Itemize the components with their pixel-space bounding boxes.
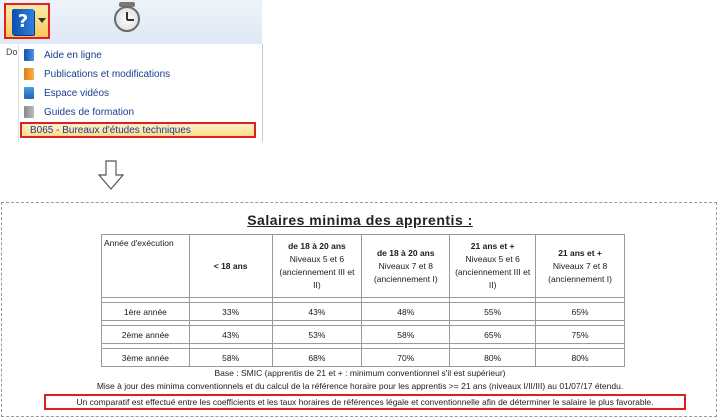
- salary-table: Année d'exécution < 18 ans de 18 à 20 an…: [101, 234, 625, 367]
- header-18-20-n56: de 18 à 20 ans Niveaux 5 et 6 (anciennem…: [271, 234, 363, 298]
- cell: 65%: [535, 302, 625, 321]
- header-bold: < 18 ans: [213, 260, 248, 271]
- cell: 75%: [535, 325, 625, 344]
- cell: 80%: [449, 348, 537, 367]
- header-under-18: < 18 ans: [188, 234, 273, 298]
- header-line: (anciennement III et II): [455, 267, 531, 290]
- header-line: (anciennement I): [548, 273, 612, 284]
- cell: 48%: [361, 302, 451, 321]
- menu-item-publications[interactable]: Publications et modifications: [24, 65, 170, 83]
- cell: 3ème année: [101, 348, 190, 367]
- header-bold: 21 ans et +: [470, 241, 515, 251]
- header-line: Niveaux 5 et 6: [465, 254, 520, 264]
- table-title: Salaires minima des apprentis :: [247, 212, 473, 228]
- note-comparatif-highlighted: Un comparatif est effectué entre les coe…: [44, 394, 686, 410]
- cell: 70%: [361, 348, 451, 367]
- header-18-20-n78: de 18 à 20 ans Niveaux 7 et 8 (anciennem…: [361, 234, 451, 298]
- cell: 33%: [188, 302, 273, 321]
- cell: 58%: [361, 325, 451, 344]
- note-base: Base : SMIC (apprentis de 21 et + : mini…: [214, 368, 506, 378]
- table-header-row: Année d'exécution < 18 ans de 18 à 20 an…: [101, 234, 625, 298]
- header-line: Niveaux 7 et 8: [378, 260, 433, 271]
- header-line: (anciennement III et II): [279, 267, 355, 290]
- menu-item-label: Publications et modifications: [44, 68, 171, 80]
- header-bold: de 18 à 20 ans: [288, 241, 346, 251]
- help-toolbar: ?: [0, 0, 262, 45]
- menu-item-label: Guides de formation: [44, 106, 135, 118]
- header-annee-execution: Année d'exécution: [101, 234, 190, 298]
- cell: 2ème année: [101, 325, 190, 344]
- menu-item-b065-highlighted[interactable]: B065 - Bureaux d'études techniques: [20, 122, 256, 138]
- header-21plus-n56: 21 ans et + Niveaux 5 et 6 (anciennement…: [449, 234, 537, 298]
- menu-item-aide-en-ligne[interactable]: Aide en ligne: [24, 46, 102, 64]
- header-bold: de 18 à 20 ans: [376, 247, 435, 258]
- header-bold: 21 ans et +: [558, 247, 602, 258]
- table-row: 2ème année 43% 53% 58% 65% 75%: [101, 325, 625, 344]
- stopwatch-icon[interactable]: [114, 6, 140, 32]
- header-line: Niveaux 7 et 8: [552, 260, 608, 271]
- guide-icon: [24, 106, 34, 118]
- cell: 43%: [188, 325, 273, 344]
- header-line: Niveaux 5 et 6: [289, 254, 345, 264]
- video-icon: [24, 87, 34, 99]
- cell: 55%: [449, 302, 537, 321]
- doc-tab-stub: Do: [6, 47, 18, 57]
- help-book-icon: ?: [12, 9, 34, 35]
- publication-icon: [24, 68, 34, 80]
- menu-item-label: Espace vidéos: [44, 87, 110, 99]
- menu-item-label: Aide en ligne: [44, 49, 102, 61]
- menu-item-espace-videos[interactable]: Espace vidéos: [24, 84, 109, 102]
- table-notes: Base : SMIC (apprentis de 21 et + : mini…: [2, 367, 718, 393]
- chevron-down-icon: [38, 18, 46, 23]
- table-row: 3ème année 58% 68% 70% 80% 80%: [101, 348, 625, 367]
- cell: 53%: [271, 325, 363, 344]
- cell: 68%: [271, 348, 363, 367]
- menu-gutter: [18, 44, 19, 142]
- help-dropdown-button[interactable]: ?: [4, 3, 50, 39]
- table-row: 1ère année 33% 43% 48% 55% 65%: [101, 302, 625, 321]
- cell: 58%: [188, 348, 273, 367]
- menu-item-guides-formation[interactable]: Guides de formation: [24, 103, 134, 121]
- cell: 80%: [535, 348, 625, 367]
- cell: 1ère année: [101, 302, 190, 321]
- header-line: (anciennement I): [373, 273, 438, 284]
- note-update: Mise à jour des minima conventionnels et…: [96, 381, 624, 391]
- book-help-icon: [24, 49, 34, 61]
- cell: 65%: [449, 325, 537, 344]
- down-arrow-icon: [98, 160, 124, 190]
- salary-panel: Salaires minima des apprentis : Année d'…: [1, 202, 717, 417]
- stopwatch-knob: [119, 2, 135, 7]
- cell: 43%: [271, 302, 363, 321]
- header-label: Année d'exécution: [104, 238, 174, 248]
- header-21plus-n78: 21 ans et + Niveaux 7 et 8 (anciennement…: [535, 234, 625, 298]
